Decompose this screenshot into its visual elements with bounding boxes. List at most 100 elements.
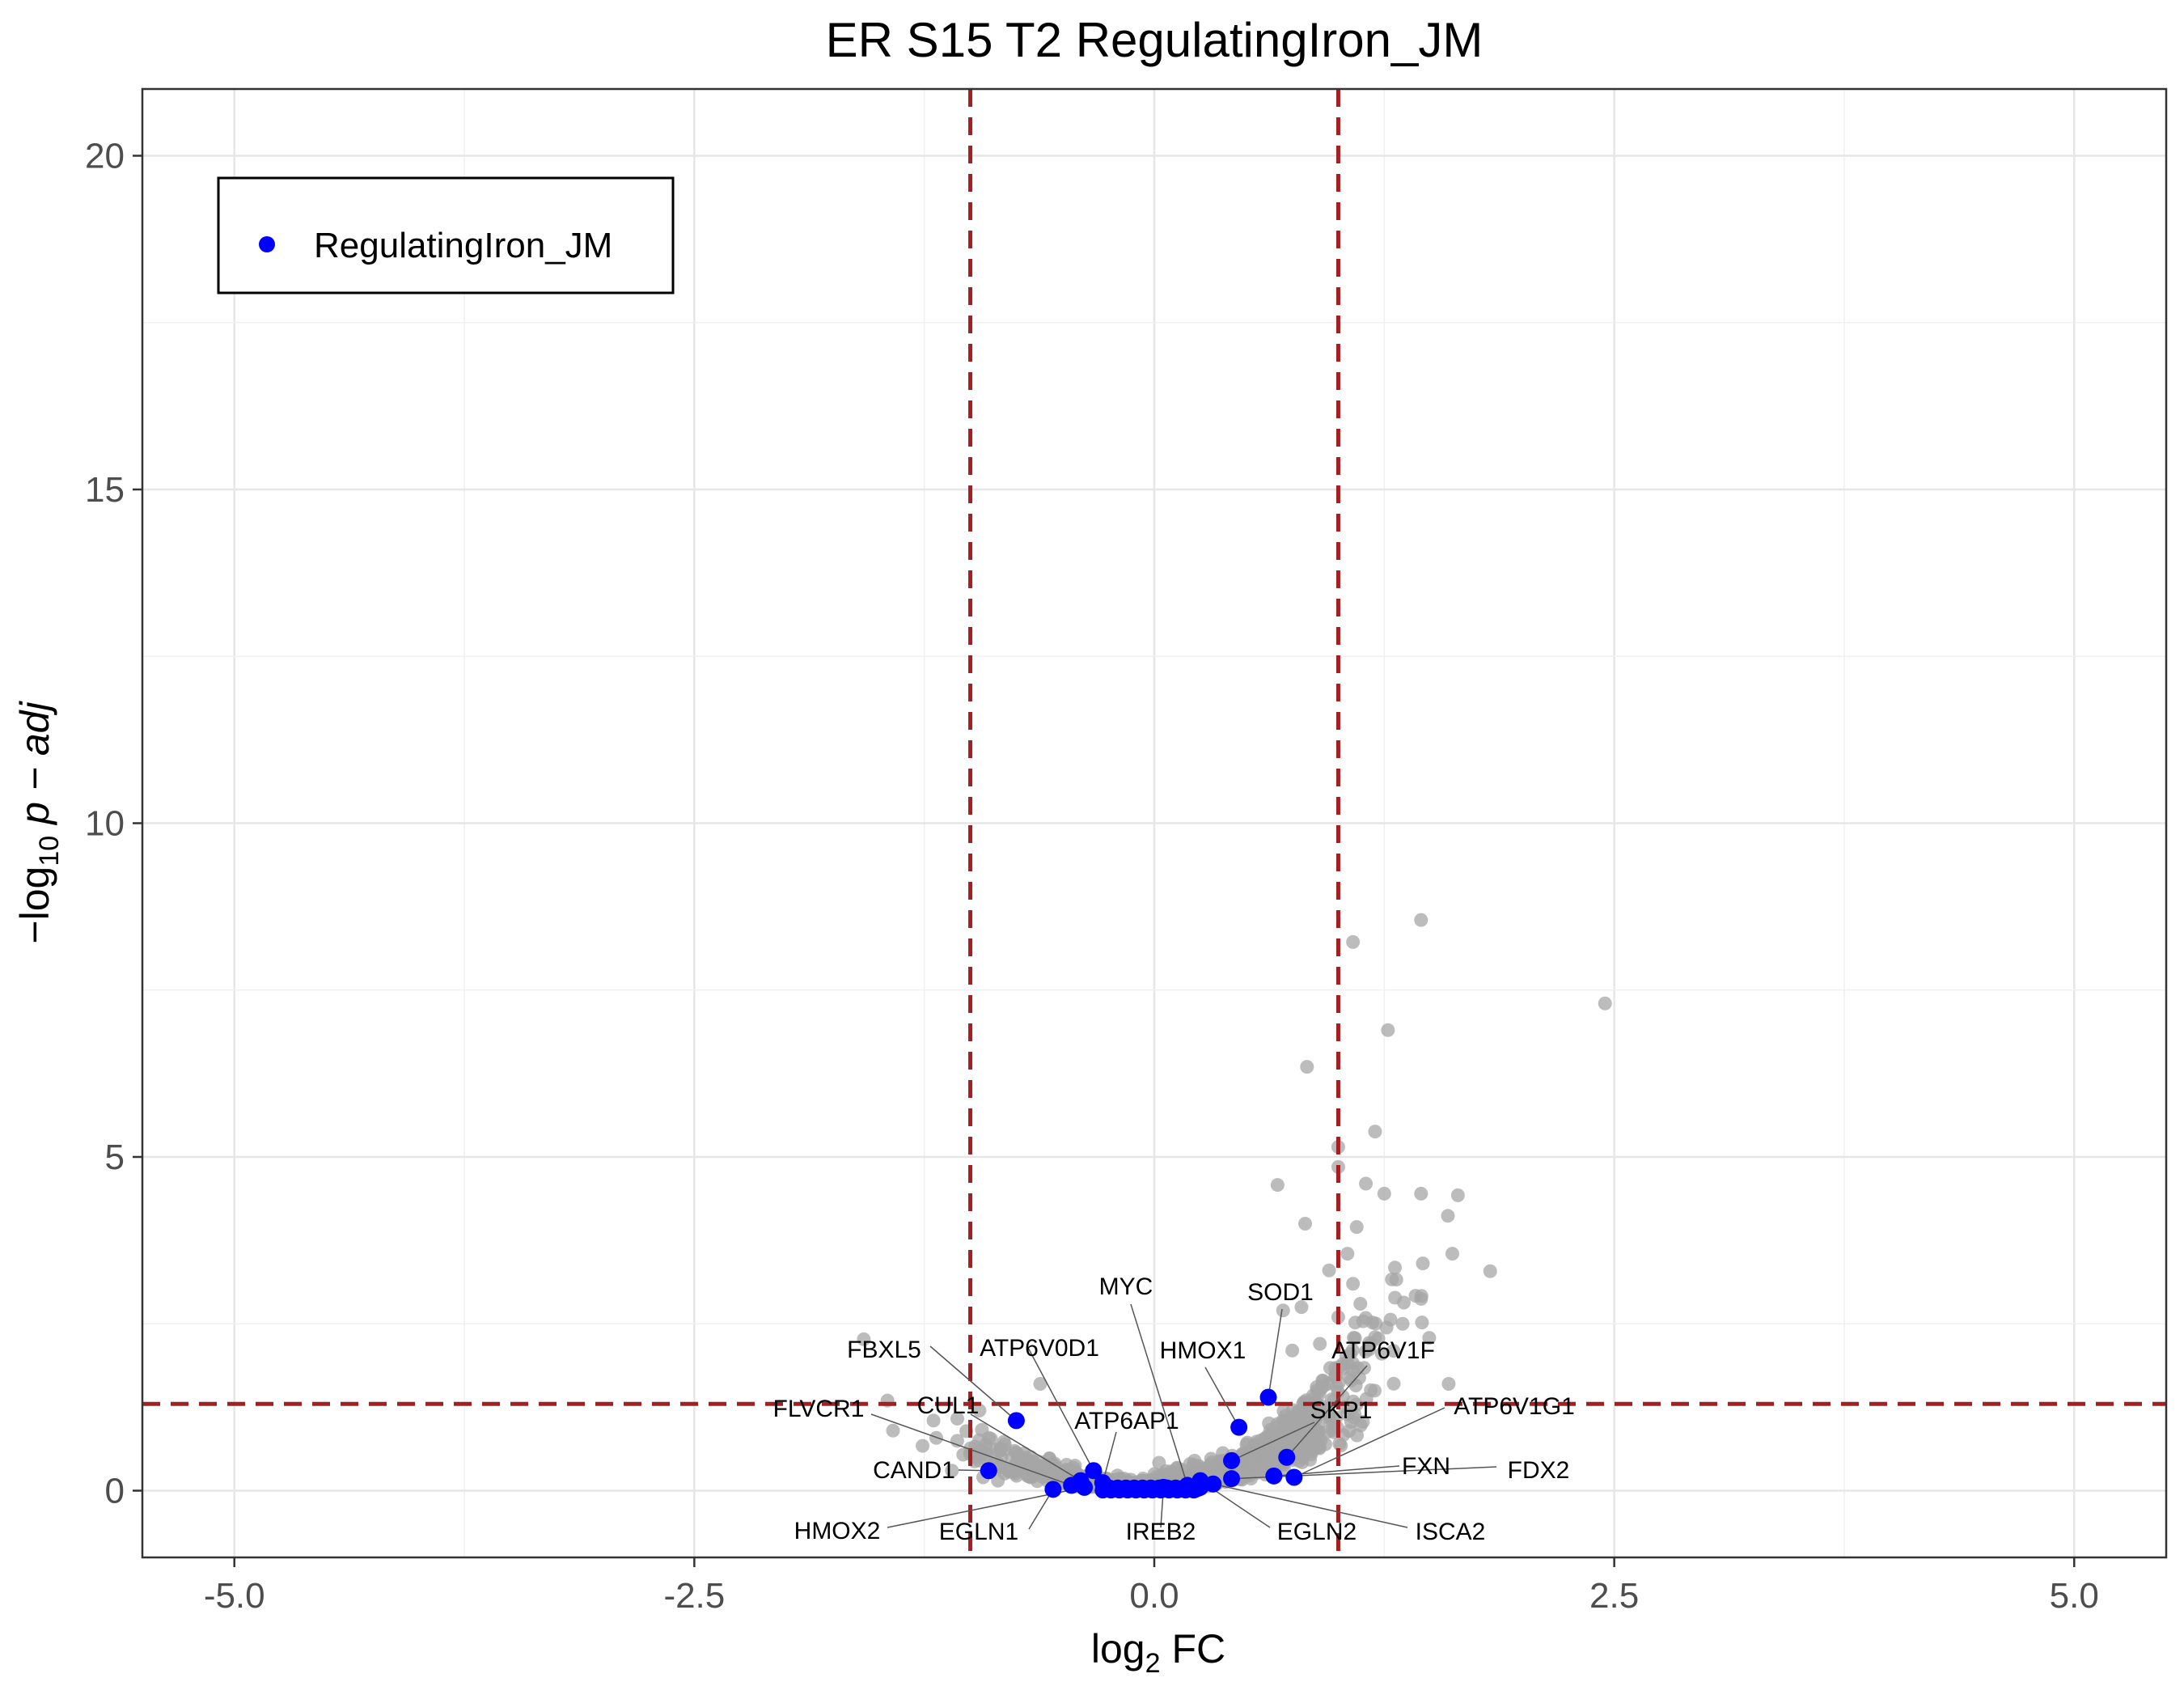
background-point [1396,1295,1411,1310]
background-point [1416,1256,1430,1271]
background-point [926,1413,941,1428]
y-tick-label: 0 [105,1472,125,1511]
background-point [1270,1178,1285,1193]
leader-line [970,1413,1081,1481]
background-point [1414,913,1428,927]
gene-label: HMOX2 [794,1518,881,1544]
y-tick-label: 10 [85,804,125,844]
highlight-point [1044,1481,1062,1498]
highlight-point [1063,1477,1081,1494]
background-point [1346,1277,1361,1291]
highlight-point [1285,1468,1303,1486]
y-axis-ticks: 0 5 10 15 20 [85,137,142,1511]
background-point [1345,1362,1360,1377]
gene-label: ATP6AP1 [1074,1408,1179,1434]
background-point [1441,1209,1455,1223]
background-point [1365,1316,1380,1330]
highlight-point [1085,1462,1103,1480]
leader-line [1102,1431,1117,1483]
background-point [1408,1289,1423,1303]
threshold-lines [142,89,2166,1557]
background-point [1298,1217,1313,1231]
gene-label: ATP6V1F [1331,1337,1435,1364]
gene-label: ATP6V0D1 [980,1335,1099,1362]
gene-label: FLVCR1 [773,1396,865,1422]
background-point [1374,1346,1389,1361]
background-point [972,1453,987,1468]
background-point [1312,1425,1327,1439]
background-point [1297,1436,1312,1451]
background-point [1020,1468,1035,1483]
background-point [1285,1343,1300,1358]
gene-label: IREB2 [1126,1519,1196,1545]
gene-label: HMOX1 [1160,1337,1246,1364]
gene-label: MYC [1099,1273,1153,1300]
background-point [1313,1337,1327,1351]
highlight-point [1076,1478,1094,1496]
background-point [1033,1377,1048,1391]
x-axis-ticks: -5.0 -2.5 0.0 2.5 5.0 [204,1557,2099,1616]
background-point [1414,1186,1428,1201]
chart-title: ER S15 T2 RegulatingIron_JM [826,13,1484,67]
leader-line [1130,1303,1188,1486]
background-point [1368,1330,1382,1345]
x-tick-label: 0.0 [1129,1576,1179,1616]
background-point [1386,1344,1401,1358]
leader-line [1204,1366,1240,1428]
leader-line [870,1413,1072,1486]
background-point [1017,1451,1031,1465]
x-tick-label: 5.0 [2050,1576,2099,1616]
background-point [1348,1331,1362,1345]
background-point [1346,934,1361,949]
gene-label: FDX2 [1508,1457,1570,1484]
highlight-point [1007,1412,1025,1430]
background-point [1377,1186,1391,1201]
background-point [1323,1361,1337,1375]
background-point [886,1423,900,1438]
background-point [1368,1125,1382,1139]
highlight-point [1278,1448,1296,1466]
highlight-point [980,1462,997,1480]
background-point [1262,1416,1276,1430]
leader-line [1293,1407,1445,1478]
gene-label: ISCA2 [1416,1519,1486,1545]
background-point [1388,1260,1403,1275]
highlight-point [1094,1474,1111,1492]
background-point [945,1464,959,1478]
background-point [1329,1379,1344,1394]
background-point [1367,1383,1382,1398]
gene-label: FBXL5 [847,1337,921,1363]
background-point [950,1412,964,1426]
highlight-point [1223,1451,1241,1469]
background-point [1441,1377,1456,1391]
x-tick-label: -5.0 [204,1576,265,1616]
background-point [1254,1443,1268,1457]
background-point [993,1443,1007,1458]
background-point [1395,1316,1410,1331]
highlight-point [1204,1475,1222,1493]
background-point [1483,1264,1497,1278]
background-point [1385,1272,1399,1286]
y-tick-label: 20 [85,137,125,176]
background-point [1383,1312,1398,1327]
gene-label: EGLN2 [1277,1519,1357,1545]
background-point [1308,1441,1323,1455]
highlight-point [1259,1388,1277,1406]
background-point [1278,1409,1293,1423]
leader-line [1268,1308,1283,1398]
y-tick-label: 15 [85,470,125,510]
background-point [950,1434,964,1448]
background-point [1343,1346,1357,1361]
background-point [1340,1247,1355,1261]
leader-line [1231,1421,1315,1462]
background-point [972,1433,987,1447]
background-point [1381,1023,1395,1037]
gene-label: FXN [1402,1453,1450,1480]
highlight-points [980,1388,1303,1499]
legend-label: RegulatingIron_JM [314,226,612,265]
legend-box [217,176,675,294]
background-point [1322,1263,1336,1277]
gene-labels: MYC SOD1 FBXL5 ATP6V0D1 HMOX1 ATP6V1F FLVCR1 CU… [773,1273,1575,1545]
grid-lines [142,89,2166,1557]
